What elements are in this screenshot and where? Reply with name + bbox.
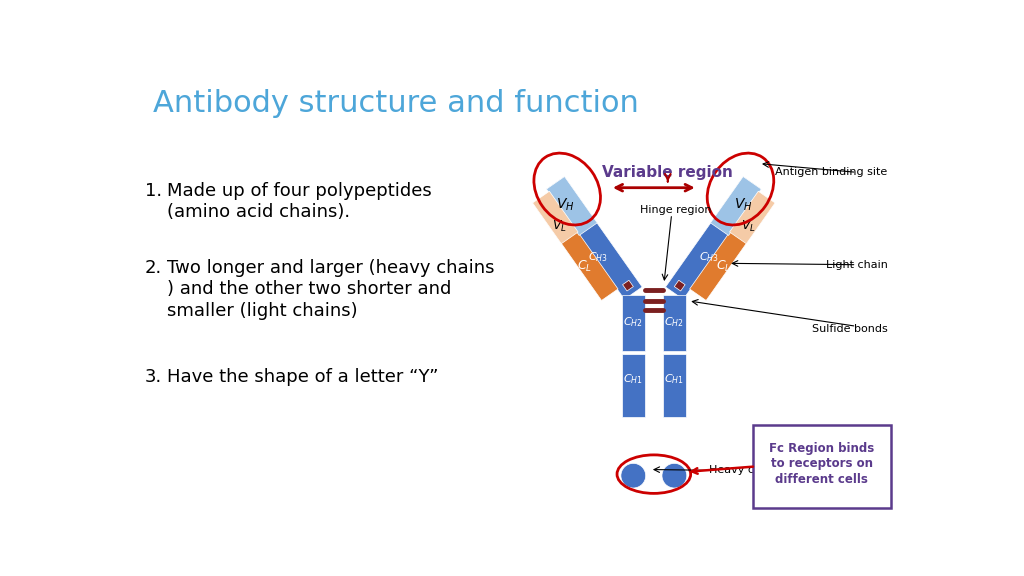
Text: $V_L$: $V_L$ (552, 219, 566, 234)
Text: Light chain: Light chain (825, 260, 888, 270)
Polygon shape (689, 199, 770, 301)
Text: 3.: 3. (145, 368, 162, 386)
Text: $C_{H2}$: $C_{H2}$ (624, 314, 643, 328)
Polygon shape (666, 177, 761, 300)
Polygon shape (538, 199, 618, 301)
Text: different cells: different cells (775, 472, 868, 486)
Text: Variable region: Variable region (602, 165, 733, 180)
Text: $C_{H1}$: $C_{H1}$ (665, 373, 684, 386)
Text: (amino acid chains).: (amino acid chains). (167, 203, 350, 221)
Polygon shape (675, 281, 685, 291)
Polygon shape (623, 281, 634, 291)
Bar (622, 295, 645, 351)
Polygon shape (547, 176, 597, 236)
Bar (622, 354, 645, 417)
Circle shape (621, 463, 646, 488)
Circle shape (662, 463, 687, 488)
Text: $V_H$: $V_H$ (733, 197, 752, 214)
Text: ) and the other two shorter and: ) and the other two shorter and (167, 280, 452, 298)
Polygon shape (711, 176, 761, 236)
Text: $V_L$: $V_L$ (741, 219, 756, 234)
Text: $C_{H3}$: $C_{H3}$ (699, 251, 719, 264)
Text: Have the shape of a letter “Y”: Have the shape of a letter “Y” (167, 368, 438, 386)
Bar (663, 295, 686, 351)
Text: smaller (light chains): smaller (light chains) (167, 302, 357, 320)
Text: 1.: 1. (145, 181, 162, 199)
Text: 2.: 2. (145, 259, 162, 276)
Text: to receptors on: to receptors on (771, 457, 872, 470)
Polygon shape (729, 191, 775, 244)
Text: $C_{H1}$: $C_{H1}$ (624, 373, 643, 386)
Text: Two longer and larger (heavy chains: Two longer and larger (heavy chains (167, 259, 495, 276)
Text: $C_{H2}$: $C_{H2}$ (665, 314, 684, 328)
Text: Heavy chain: Heavy chain (710, 465, 778, 475)
Text: $C_{H3}$: $C_{H3}$ (589, 251, 608, 264)
Polygon shape (532, 191, 579, 244)
Text: $C_L$: $C_L$ (716, 259, 731, 274)
Text: Antigen binding site: Antigen binding site (775, 167, 888, 177)
Text: Hinge region: Hinge region (640, 204, 712, 215)
Text: $C_L$: $C_L$ (577, 259, 592, 274)
Text: Sulfide bonds: Sulfide bonds (812, 324, 888, 335)
FancyBboxPatch shape (753, 425, 891, 508)
Text: Made up of four polypeptides: Made up of four polypeptides (167, 181, 431, 199)
Text: Fc Region binds: Fc Region binds (769, 442, 874, 455)
Polygon shape (547, 177, 642, 300)
Bar (663, 354, 686, 417)
Text: Antibody structure and function: Antibody structure and function (153, 89, 639, 118)
Text: $V_H$: $V_H$ (556, 197, 574, 214)
